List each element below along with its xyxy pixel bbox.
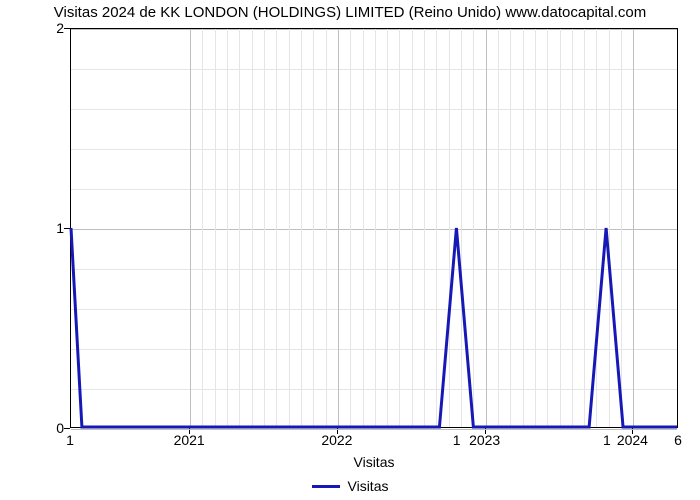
chart-title: Visitas 2024 de KK LONDON (HOLDINGS) LIM… — [0, 4, 700, 21]
x-axis-title: Visitas — [70, 454, 678, 470]
y-tick-label: 2 — [56, 20, 64, 36]
y-tick-label: 0 — [56, 420, 64, 436]
chart-root: Visitas 2024 de KK LONDON (HOLDINGS) LIM… — [0, 0, 700, 500]
x-tick-label: 2023 — [469, 432, 500, 448]
legend-label: Visitas — [348, 478, 389, 494]
legend: Visitas — [0, 478, 700, 494]
value-annotation: 1 — [603, 432, 611, 448]
x-tick-label: 2022 — [321, 432, 352, 448]
line-series — [71, 29, 677, 427]
plot-area — [70, 28, 678, 428]
legend-swatch — [312, 485, 340, 488]
y-tick-label: 1 — [56, 220, 64, 236]
x-tick-label: 2021 — [174, 432, 205, 448]
x-tick-label: 2024 — [617, 432, 648, 448]
value-annotation: 1 — [453, 432, 461, 448]
value-annotation: 6 — [674, 432, 682, 448]
value-annotation: 1 — [66, 432, 74, 448]
